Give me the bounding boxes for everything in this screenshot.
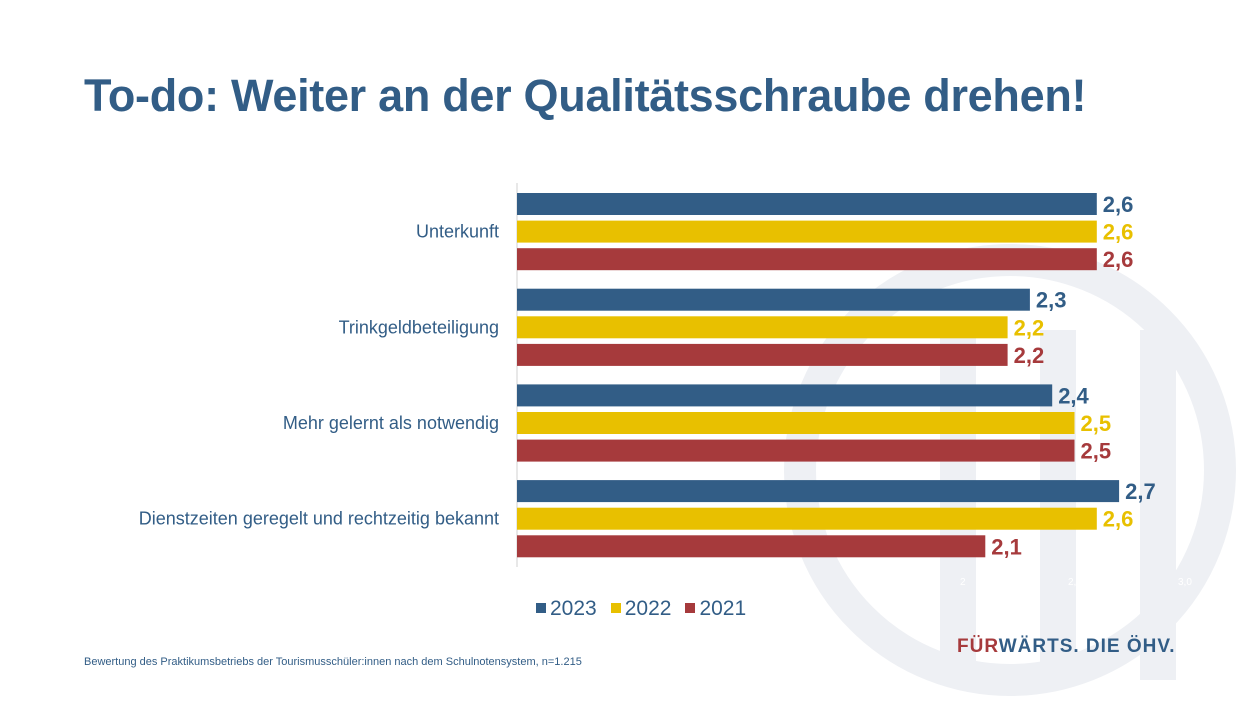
data-label: 2,2 bbox=[1014, 343, 1045, 368]
bar-2021 bbox=[517, 439, 1075, 462]
bar-2021 bbox=[517, 343, 1008, 366]
data-label: 2,4 bbox=[1058, 383, 1089, 408]
bar-2023 bbox=[517, 384, 1053, 407]
bar-2023 bbox=[517, 193, 1097, 215]
data-label: 2,5 bbox=[1081, 411, 1112, 436]
bar-2022 bbox=[517, 507, 1097, 530]
legend-label: 2021 bbox=[699, 597, 747, 620]
brand-slogan-blue: WÄRTS. DIE ÖHV. bbox=[998, 636, 1176, 657]
legend-label: 2022 bbox=[624, 597, 672, 620]
bar-2022 bbox=[517, 316, 1008, 339]
tick-label: 2,5 bbox=[1068, 577, 1082, 588]
slide-title: To-do: Weiter an der Qualitätsschraube d… bbox=[84, 70, 1087, 121]
category-label: Mehr gelernt als notwendig bbox=[283, 413, 499, 433]
footnote: Bewertung des Praktikumsbetriebs der Tou… bbox=[84, 656, 582, 668]
data-label: 2,6 bbox=[1103, 220, 1134, 245]
data-label: 2,6 bbox=[1103, 192, 1134, 217]
brand-slogan: FÜRWÄRTS. DIE ÖHV. bbox=[957, 636, 1176, 658]
brand-slogan-red: FÜR bbox=[957, 636, 999, 657]
tick-label: 2 bbox=[960, 577, 966, 588]
legend: 2023 2022 2021 bbox=[536, 597, 746, 621]
bar-2023 bbox=[517, 480, 1120, 503]
data-label: 2,6 bbox=[1103, 247, 1134, 272]
legend-swatch bbox=[685, 603, 696, 613]
legend-item-2022: 2022 bbox=[610, 597, 672, 621]
data-label: 2,1 bbox=[991, 534, 1022, 559]
data-label: 2,5 bbox=[1081, 439, 1112, 464]
legend-label: 2023 bbox=[550, 597, 597, 620]
legend-swatch bbox=[536, 603, 546, 613]
bar-2021 bbox=[517, 248, 1097, 271]
data-label: 2,2 bbox=[1014, 315, 1045, 340]
legend-item-2021: 2021 bbox=[685, 597, 746, 621]
legend-swatch bbox=[610, 603, 621, 613]
tick-label: 3,0 bbox=[1178, 577, 1192, 588]
legend-item-2023: 2023 bbox=[536, 597, 597, 621]
category-label: Unterkunft bbox=[416, 222, 499, 242]
data-label: 2,7 bbox=[1125, 479, 1156, 504]
data-label: 2,6 bbox=[1103, 507, 1134, 532]
bar-2021 bbox=[517, 535, 986, 558]
bar-2022 bbox=[517, 220, 1097, 243]
data-label: 2,3 bbox=[1036, 288, 1067, 313]
category-label: Trinkgeldbeteiligung bbox=[339, 317, 499, 337]
category-label: Dienstzeiten geregelt und rechtzeitig be… bbox=[139, 509, 499, 529]
bar-2022 bbox=[517, 412, 1075, 434]
bar-2023 bbox=[517, 288, 1030, 311]
